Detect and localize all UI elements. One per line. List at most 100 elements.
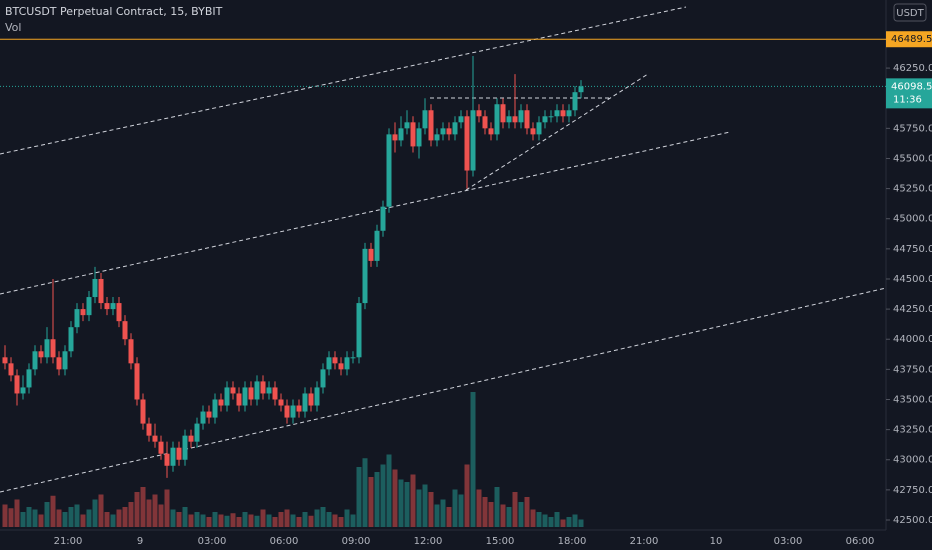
volume-bar [260,509,266,527]
volume-bar [110,514,116,527]
y-tick-label: 42500.0 [893,515,932,526]
y-tick-label: 45000.0 [893,214,932,225]
x-tick-label: 06:00 [270,536,299,547]
candle-body [188,435,194,442]
candle-body [212,399,218,418]
volume-bar [164,489,170,527]
trend-line [0,131,731,295]
y-tick-label: 43250.0 [893,425,932,436]
countdown: 11:36 [893,94,922,105]
candle-body [38,351,44,358]
volume-bar [572,514,578,527]
candle-body [230,387,236,394]
candle-body [20,387,26,394]
volume-bar [452,489,458,527]
volume-bar [182,507,188,527]
candle-body [428,110,434,141]
candle-body [50,339,56,358]
candle-body [524,110,530,129]
volume-bar [392,469,398,527]
y-tick-label: 46250.0 [893,63,932,74]
volume-bar [566,517,572,527]
chart-title: BTCUSDT Perpetual Contract, 15, BYBIT [5,5,223,18]
candle-body [146,423,152,436]
candle-body [236,393,242,406]
volume-bar [44,502,50,527]
y-tick-label: 45750.0 [893,123,932,134]
volume-bar [332,514,338,527]
y-tick-label: 44750.0 [893,244,932,255]
candle-body [530,128,536,135]
candle-body [98,278,104,304]
candle-body [566,110,572,117]
y-tick-label: 43750.0 [893,364,932,375]
volume-bar [404,482,410,527]
volume-bar [464,464,470,527]
candle-body [176,447,182,460]
volume-bar [374,472,380,527]
alert-label: 46489.5 [891,34,932,45]
candle-body [86,297,92,316]
candle-body [224,387,230,406]
volume-bar [14,499,20,527]
volume-bar [218,514,224,527]
candle-body [320,369,326,388]
volume-bar [320,507,326,527]
volume-bar [398,479,404,527]
candle-body [242,387,248,406]
y-tick-label: 44250.0 [893,304,932,315]
candle-body [350,357,356,359]
x-tick-label: 10 [710,536,723,547]
trend-line [0,6,687,155]
volume-bar [20,512,26,527]
volume-bar [50,495,56,527]
candle-body [464,116,470,171]
volume-bar [314,509,320,527]
volume-bar [470,392,476,527]
candle-body [518,110,524,123]
candle-body [140,399,146,424]
candle-body [446,128,452,135]
volume-bar [494,487,500,527]
x-tick-label: 21:00 [54,536,83,547]
volume-bar [302,512,308,527]
candle-body [56,357,62,370]
candle-body [62,351,68,370]
x-tick-label: 03:00 [198,536,227,547]
currency-box[interactable] [893,3,927,22]
volume-bar [248,514,254,527]
volume-bar [206,517,212,527]
volume-bar [158,504,164,527]
volume-bar [524,497,530,527]
volume-bar [296,517,302,527]
candle-body [104,303,110,310]
indicator-label: Vol [5,21,21,34]
candle-body [476,110,482,117]
volume-bar [518,502,524,527]
candle-body [404,122,410,129]
candle-body [548,116,554,118]
candle-body [542,116,548,123]
x-tick-label: 15:00 [486,536,515,547]
volume-bar [458,494,464,527]
volume-bar [368,477,374,527]
volume-bar [230,513,236,527]
volume-bar [434,504,440,527]
volume-bar [254,515,260,527]
currency[interactable]: USDT [896,8,924,19]
trend-line [465,73,649,191]
candle-body [128,339,134,364]
volume-layer [2,392,584,527]
volume-bar [116,509,122,527]
volume-bar [548,517,554,527]
x-tick-label: 06:00 [846,536,875,547]
x-tick-label: 9 [137,536,143,547]
candle-body [578,86,584,93]
volume-bar [356,467,362,527]
x-tick-label: 12:00 [414,536,443,547]
x-tick-label: 21:00 [630,536,659,547]
volume-bar [242,512,248,527]
candle-body [8,363,14,376]
volume-bar [308,515,314,527]
y-tick-label: 43000.0 [893,455,932,466]
